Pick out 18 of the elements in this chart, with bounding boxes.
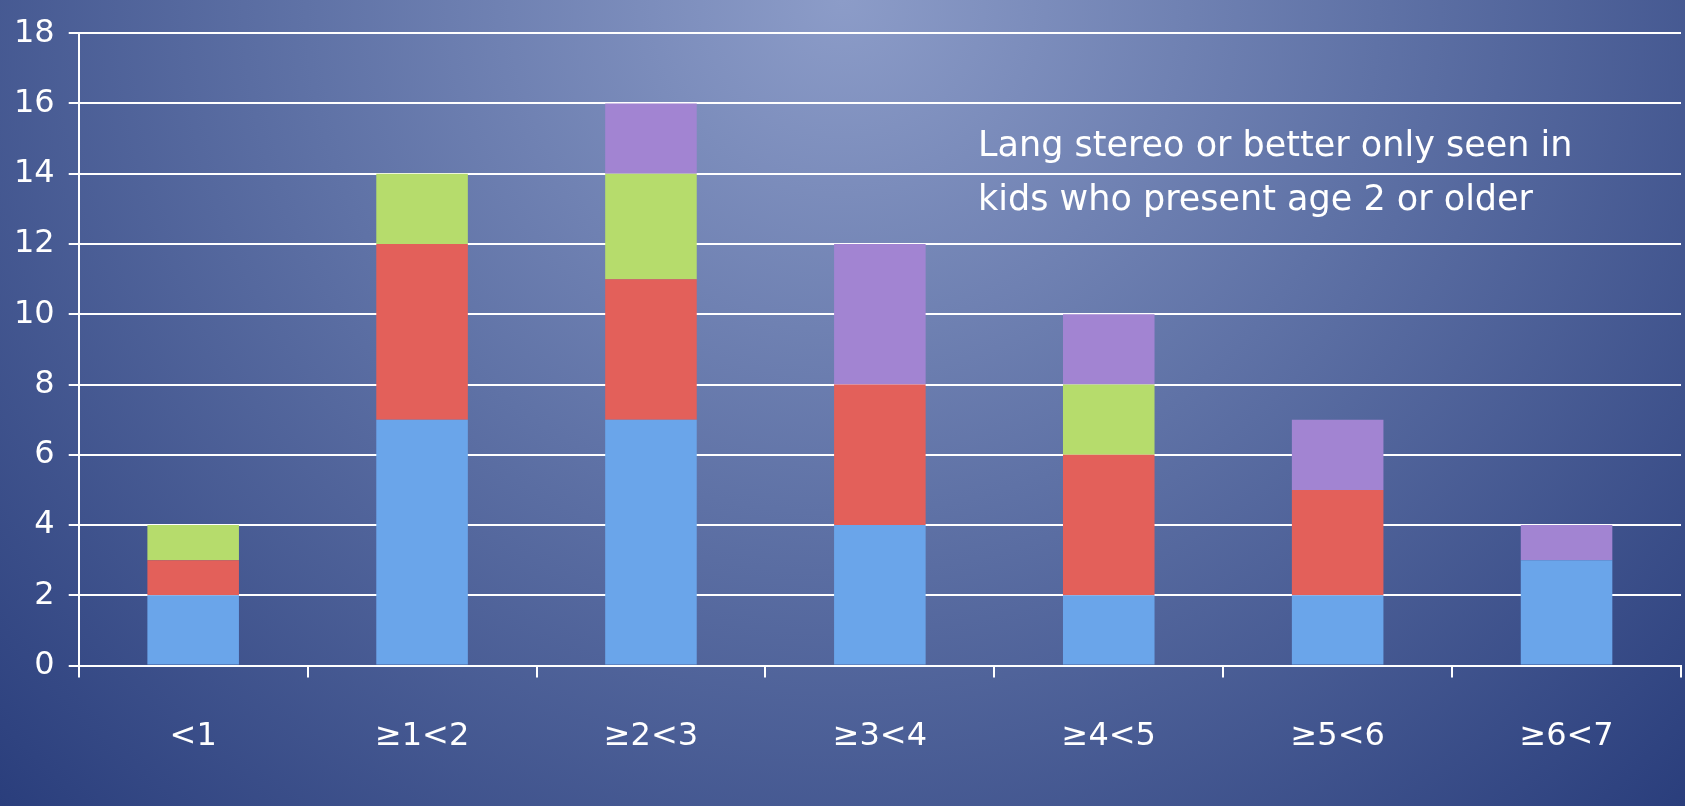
y-tick-label: 2 <box>34 573 55 612</box>
x-tick-label: ≥6<7 <box>1519 715 1614 754</box>
y-tick-label: 4 <box>34 503 55 542</box>
y-tick-label: 8 <box>34 362 55 401</box>
x-tick-label: ≥1<2 <box>374 715 470 754</box>
x-tick-label: ≥5<6 <box>1290 715 1385 754</box>
y-tick-label: 6 <box>34 433 55 472</box>
y-tick-label: 12 <box>14 222 55 261</box>
y-tick-label: 18 <box>14 11 55 50</box>
x-tick-label: ≥3<4 <box>832 715 928 754</box>
x-tick-label: ≥2<3 <box>603 715 699 754</box>
y-tick-label: 16 <box>14 81 55 120</box>
y-tick-label: 14 <box>14 152 55 191</box>
y-tick-label: 10 <box>14 292 55 331</box>
y-tick-label: 0 <box>34 643 55 682</box>
annotation: Lang stereo or better only seen in kids who present age 2 or older <box>978 124 1573 219</box>
x-tick-label: <1 <box>169 715 217 754</box>
x-tick-label: ≥4<5 <box>1061 715 1156 754</box>
